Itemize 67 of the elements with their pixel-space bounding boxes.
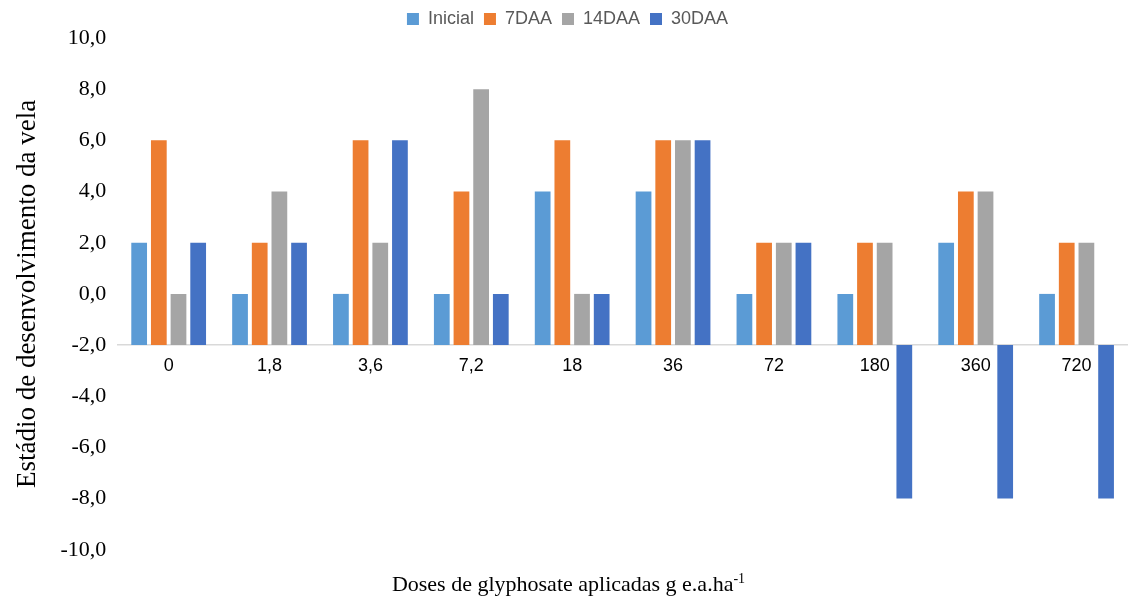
bar	[635, 191, 652, 346]
x-tick-label: 180	[859, 354, 890, 375]
bar	[997, 345, 1014, 499]
bar	[1058, 242, 1075, 346]
x-tick-label: 360	[960, 354, 991, 375]
bar	[756, 242, 772, 346]
bar	[977, 191, 994, 346]
x-tick-label: 72	[763, 354, 784, 375]
bar	[333, 293, 349, 346]
bar	[795, 242, 812, 346]
y-tick-label: 2,0	[78, 228, 107, 254]
y-axis-title: Estádio de desenvolvimento da vela	[11, 99, 42, 489]
x-tick-label: 0	[163, 354, 174, 375]
bar	[876, 242, 893, 346]
bar	[170, 293, 187, 346]
bar	[534, 191, 551, 346]
bar	[150, 140, 167, 346]
bar	[1039, 293, 1055, 346]
bar	[857, 242, 873, 346]
legend-label: 7DAA	[504, 7, 552, 28]
y-tick-label: -4,0	[71, 382, 107, 408]
legend-label: 30DAA	[671, 7, 729, 28]
bar	[453, 191, 470, 346]
bar	[775, 242, 792, 346]
y-tick-label: -2,0	[71, 330, 107, 356]
bar	[352, 140, 369, 346]
bar	[938, 242, 955, 346]
y-tick-label: 10,0	[67, 23, 107, 49]
bar	[251, 242, 268, 346]
x-tick-label: 720	[1061, 354, 1092, 375]
bar	[837, 293, 854, 346]
bar	[1078, 242, 1095, 346]
bar	[957, 191, 974, 346]
bar	[593, 293, 610, 346]
x-tick-label: 18	[562, 354, 583, 375]
bar	[694, 140, 711, 346]
x-tick-label: 36	[663, 354, 684, 375]
bar	[896, 345, 913, 499]
bar	[271, 191, 288, 346]
bar	[736, 293, 753, 346]
bar	[554, 140, 571, 346]
bar	[655, 140, 672, 346]
bar	[190, 242, 207, 346]
y-tick-label: -6,0	[71, 433, 107, 459]
y-tick-label: 8,0	[78, 74, 107, 100]
bar	[473, 89, 489, 346]
y-tick-label: 6,0	[78, 126, 107, 152]
legend-label: Inicial	[427, 7, 474, 28]
bar	[232, 293, 248, 346]
x-tick-label: 3,6	[357, 354, 383, 375]
bar	[433, 293, 450, 346]
bar	[1098, 345, 1114, 499]
bar	[675, 140, 691, 346]
y-tick-label: 0,0	[78, 279, 107, 305]
bar	[131, 242, 148, 346]
bar	[574, 293, 590, 346]
y-tick-label: 4,0	[78, 177, 107, 203]
legend-label: 14DAA	[582, 7, 641, 28]
bar	[372, 242, 389, 346]
y-tick-label: -10,0	[60, 535, 107, 561]
bar	[291, 242, 307, 346]
bar	[392, 140, 408, 346]
y-tick-label: -8,0	[71, 484, 107, 510]
bar	[492, 293, 509, 346]
x-tick-label: 1,8	[257, 354, 283, 375]
x-tick-label: 7,2	[458, 354, 484, 375]
x-axis-title: Doses de glyphosate aplicadas g e.a.ha$^{-1}$	[390, 571, 747, 598]
